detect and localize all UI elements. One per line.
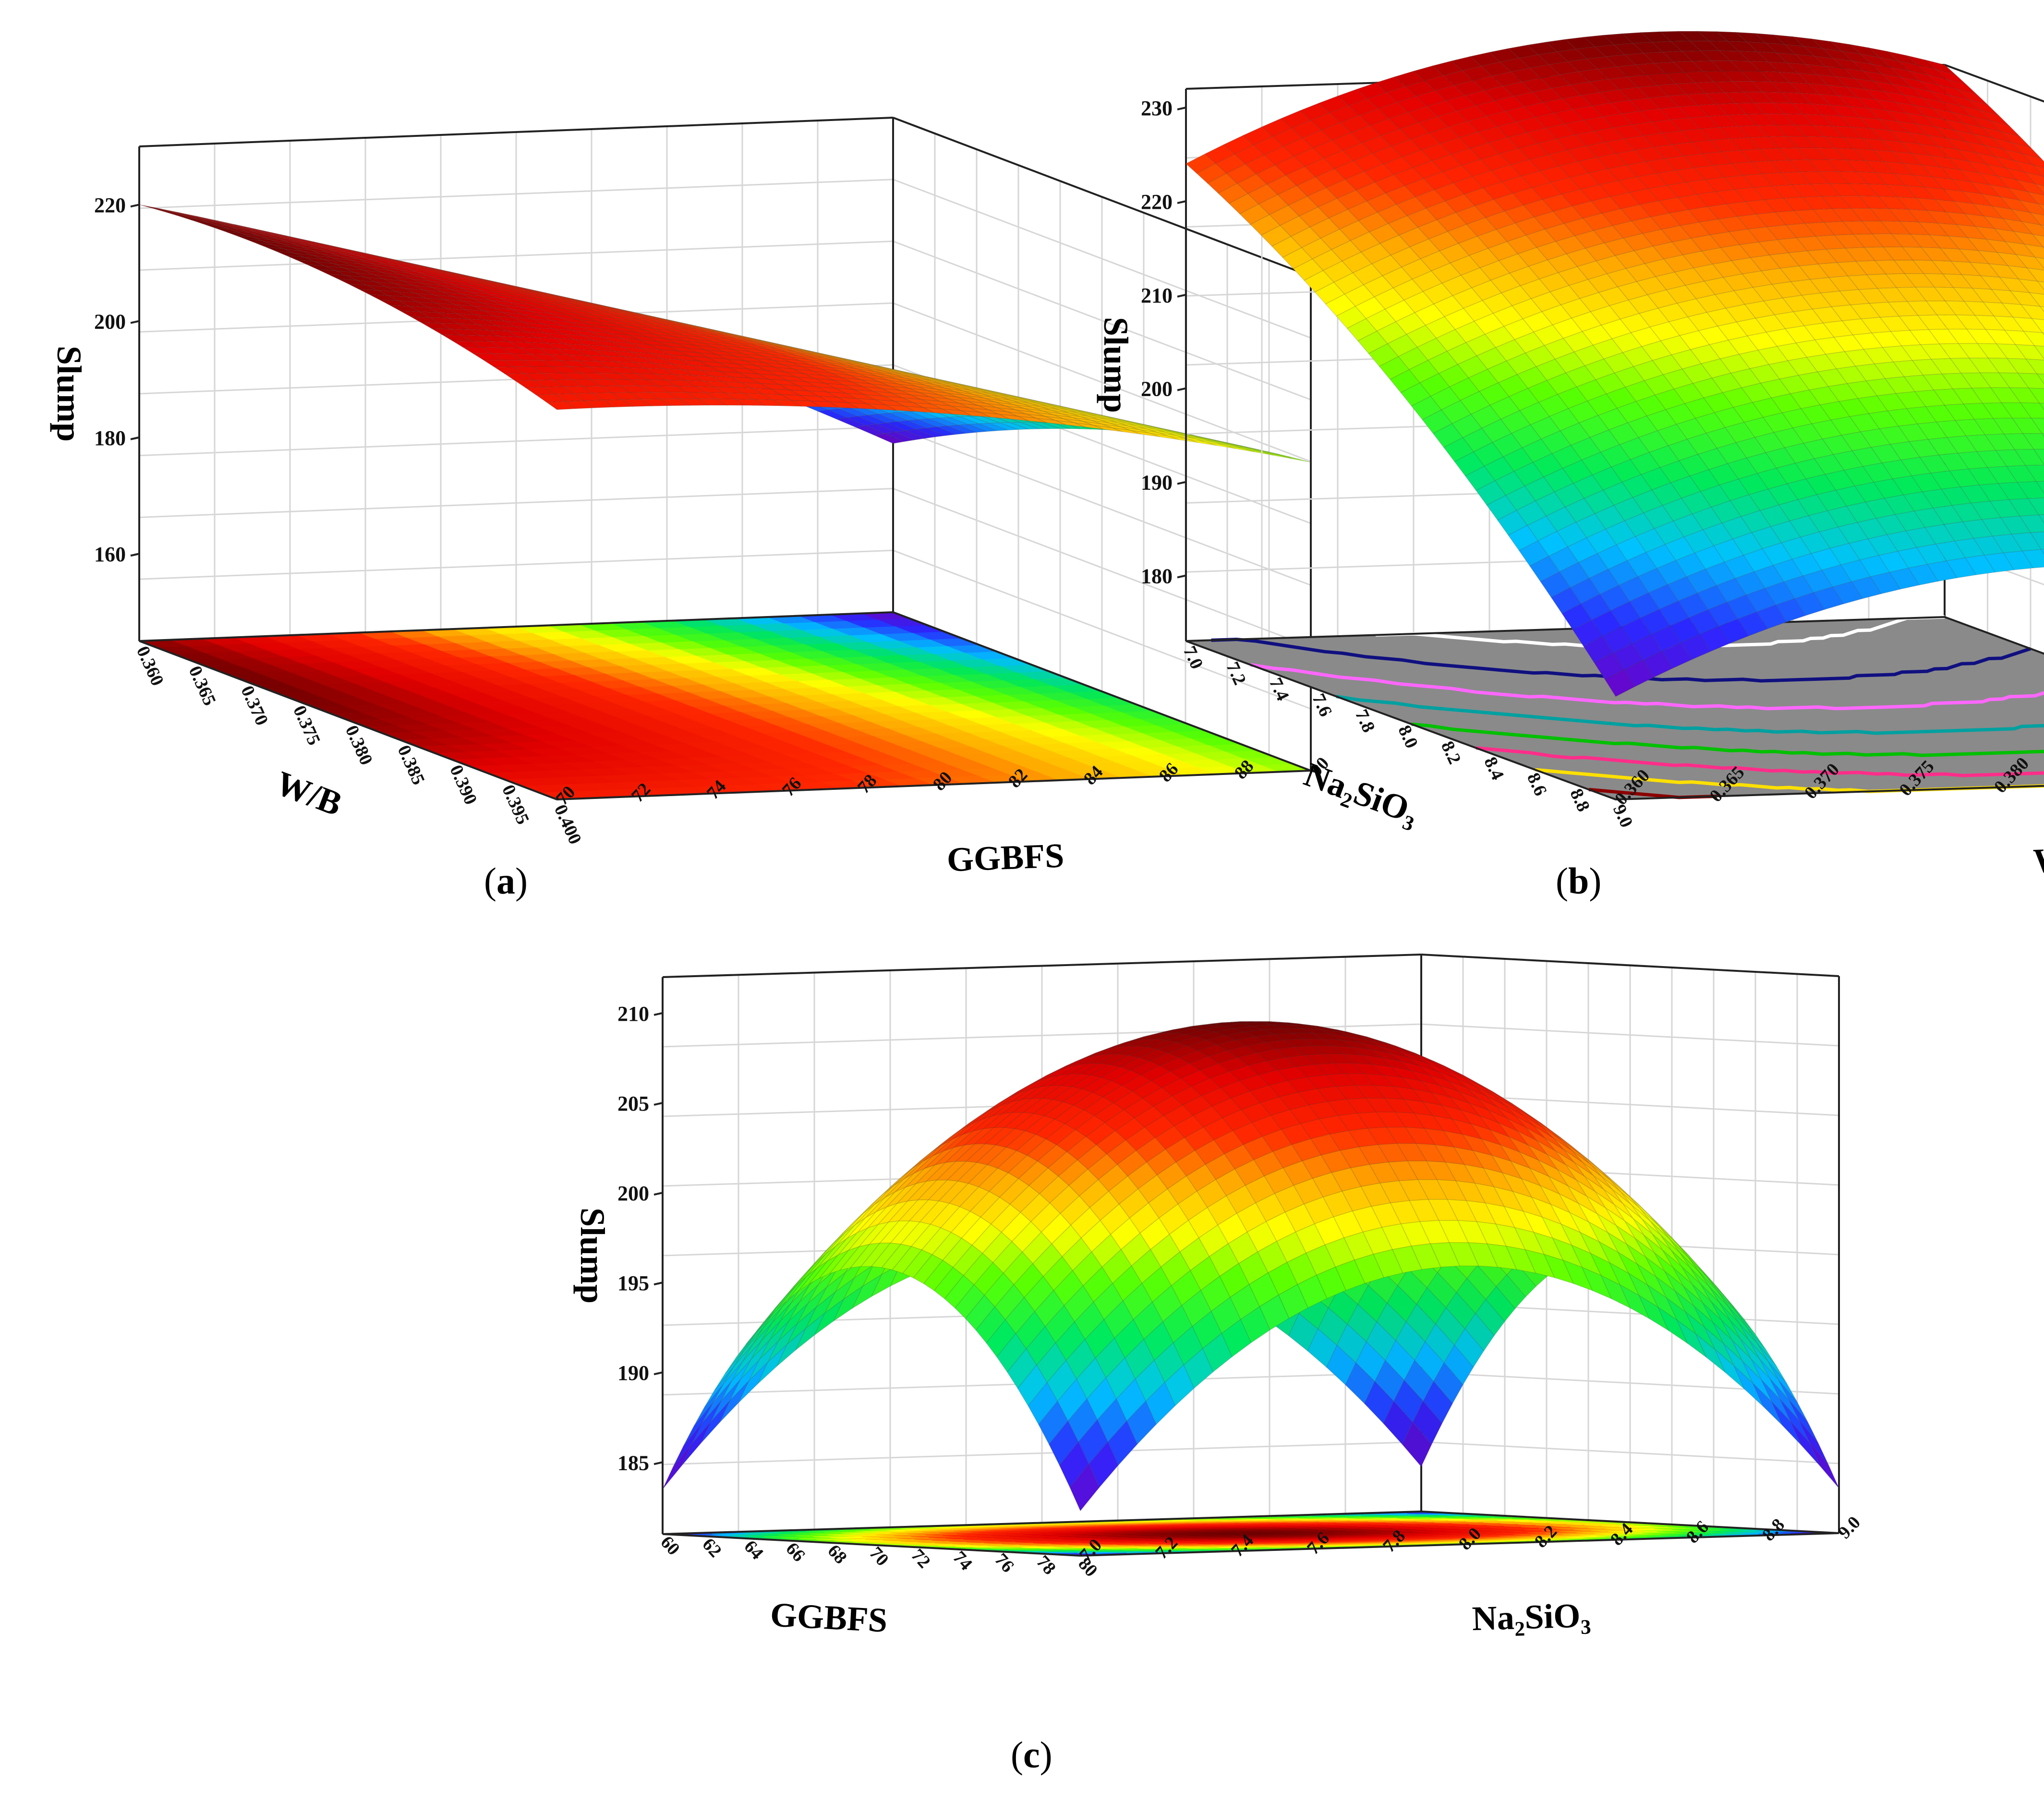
z-tick-mark xyxy=(130,436,140,440)
axis-frame-edge xyxy=(139,117,894,147)
y-axis-title: GGBFS xyxy=(946,836,1065,879)
floor-border xyxy=(139,611,1311,801)
z-tick-mark xyxy=(1177,293,1186,298)
z-tick-label: 160 xyxy=(94,543,126,566)
z-tick-label: 190 xyxy=(1141,471,1173,495)
z-tick-label: 220 xyxy=(1141,190,1173,214)
z-tick-label: 200 xyxy=(94,310,126,334)
z-tick-label: 180 xyxy=(1141,565,1173,588)
z-tick-mark xyxy=(130,204,140,208)
x-tick-label: 0.400 xyxy=(550,801,585,847)
z-tick-label: 200 xyxy=(1141,377,1173,401)
z-tick-label: 210 xyxy=(1141,284,1173,307)
x-axis-title: Na₂SiO₃ xyxy=(1299,755,1424,832)
z-axis-title: Slump xyxy=(1097,317,1135,413)
axis-frame-edge xyxy=(893,117,1311,277)
response-surface xyxy=(139,204,1311,463)
z-tick-label: 230 xyxy=(1141,97,1173,120)
z-tick-mark xyxy=(1177,200,1186,204)
z-tick-mark xyxy=(130,553,140,557)
wall-gridline-horizontal xyxy=(662,1441,1839,1465)
z-axis-title: Slump xyxy=(50,346,88,442)
floor-projection xyxy=(139,611,1311,801)
wall-gridline-horizontal xyxy=(662,954,1839,978)
wall-gridline-horizontal xyxy=(662,1371,1839,1396)
wall-gridline-horizontal xyxy=(139,426,1311,586)
z-tick-mark xyxy=(1177,574,1186,579)
z-tick-mark xyxy=(130,320,140,324)
response-surface xyxy=(1185,31,2044,697)
y-axis-title: W/B xyxy=(2032,840,2044,880)
z-tick-label: 220 xyxy=(94,194,126,217)
z-tick-label: 180 xyxy=(94,426,126,450)
z-tick-mark xyxy=(1177,107,1186,110)
z-tick-mark xyxy=(1177,387,1186,391)
x-axis-title: W/B xyxy=(271,763,347,823)
z-tick-mark xyxy=(1177,481,1186,485)
